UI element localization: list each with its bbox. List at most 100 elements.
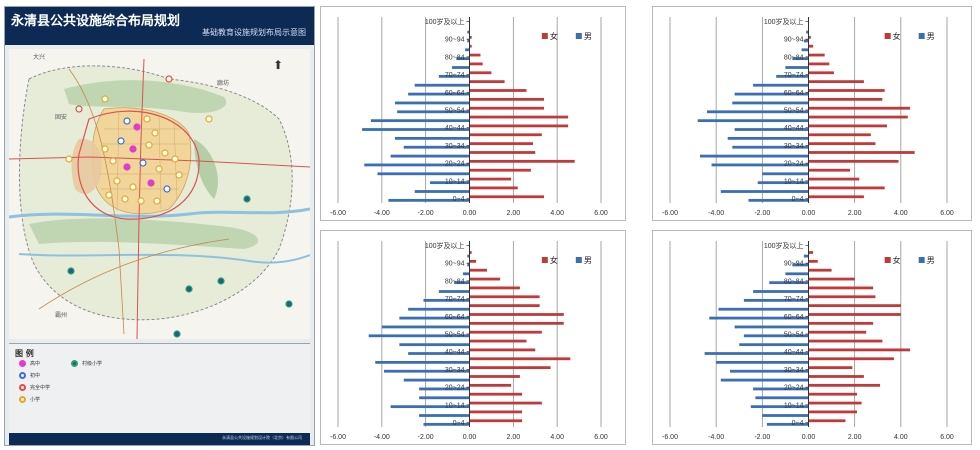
bar-male xyxy=(720,190,809,193)
bar-male xyxy=(766,422,809,426)
bar-male xyxy=(803,254,809,258)
school-marker xyxy=(101,145,109,153)
bar-female xyxy=(808,195,864,199)
bar-male xyxy=(399,316,470,320)
legend-label: 初中 xyxy=(30,373,41,379)
bar-female xyxy=(469,62,483,66)
bar-male xyxy=(419,414,470,417)
bar-male xyxy=(718,307,809,311)
bar-female xyxy=(469,159,575,163)
x-tick-label: -4.00 xyxy=(708,434,724,441)
bar-male xyxy=(362,128,470,131)
bar-male xyxy=(430,181,470,185)
school-marker xyxy=(129,145,137,153)
place-label-daxing: 大兴 xyxy=(33,53,45,61)
legend-female-swatch xyxy=(884,33,891,39)
bar-female xyxy=(808,35,811,39)
x-tick-label: 6.00 xyxy=(940,210,954,217)
school-markers xyxy=(65,75,293,338)
bar-female xyxy=(808,115,908,119)
bar-male xyxy=(377,172,470,176)
y-tick-label: 100岁及以上 xyxy=(425,241,465,250)
bar-male xyxy=(734,128,809,131)
x-tick-label: -4.00 xyxy=(374,210,390,217)
school-marker xyxy=(285,300,293,308)
place-label-langfang: 廊坊 xyxy=(217,79,229,87)
y-tick-label: 70~74 xyxy=(784,72,804,79)
bar-female xyxy=(469,366,551,370)
pyramid-chart-2: 0~4 10~14 20~24 30~34 40~44 50~54 60~64 70~74 80… xyxy=(652,6,972,221)
bar-male xyxy=(403,378,470,382)
y-tick-label: 10~14 xyxy=(784,178,804,185)
y-tick-label: 50~54 xyxy=(784,332,804,339)
school-marker xyxy=(205,115,213,123)
legend-female-label: 女 xyxy=(550,255,558,265)
river-secondary xyxy=(18,253,310,264)
bar-male xyxy=(381,325,470,329)
bar-female xyxy=(808,151,915,154)
bar-male xyxy=(806,30,809,34)
bar-male xyxy=(408,352,470,355)
bar-female xyxy=(469,251,472,254)
school-marker xyxy=(171,155,179,163)
bar-male xyxy=(792,263,809,267)
school-marker xyxy=(143,115,151,123)
y-tick-label: 100岁及以上 xyxy=(764,241,804,250)
bar-female xyxy=(808,53,825,57)
bar-male xyxy=(399,343,470,347)
legend-female-swatch xyxy=(884,257,891,263)
legend-male-swatch xyxy=(575,33,582,39)
bar-female xyxy=(469,53,481,57)
bar-male xyxy=(753,83,809,87)
bar-male xyxy=(394,101,470,105)
y-tick-label: 90~94 xyxy=(445,37,465,44)
bar-female xyxy=(469,177,512,181)
bar-female xyxy=(469,383,512,387)
y-tick-label: 60~64 xyxy=(784,314,804,321)
bar-female xyxy=(469,97,545,101)
bar-male xyxy=(697,119,809,123)
pyramid-chart-3: 0~4 10~14 20~24 30~34 40~44 50~54 60~64 70~74 80… xyxy=(320,230,626,445)
pyramid-chart-4: 0~4 10~14 20~24 30~34 40~44 50~54 60~64 70~74 80… xyxy=(652,230,972,445)
y-tick-label: 20~24 xyxy=(445,385,465,392)
school-marker xyxy=(139,159,147,167)
legend-female-swatch xyxy=(541,33,548,39)
bar-male xyxy=(456,57,470,61)
x-tick-label: -2.00 xyxy=(754,210,770,217)
road-ring xyxy=(77,110,200,220)
y-tick-label: 50~54 xyxy=(445,332,465,339)
bar-male xyxy=(419,387,470,391)
bar-female xyxy=(469,44,472,48)
bar-female xyxy=(808,177,860,181)
planning-map: 大兴 固安 霸州 廊坊 ⬆ xyxy=(9,49,310,339)
school-marker xyxy=(121,195,129,203)
bar-female xyxy=(808,304,901,308)
map-header: 永清县公共设施综合布局规划 基础教育设施规划布局示意图 xyxy=(5,7,314,45)
bar-female xyxy=(808,268,832,272)
y-tick-label: 40~44 xyxy=(784,125,804,132)
bar-male xyxy=(734,92,809,96)
legend-male-label: 男 xyxy=(584,256,592,265)
bar-female xyxy=(808,89,885,92)
legend-male-swatch xyxy=(575,257,582,263)
road-ns xyxy=(136,58,145,339)
bar-male xyxy=(739,343,809,347)
x-tick-label: -2.00 xyxy=(418,434,434,441)
green-belt-east xyxy=(194,139,218,199)
school-marker xyxy=(113,177,121,185)
legend-item: 小学 xyxy=(19,396,40,403)
bar-female xyxy=(808,401,862,405)
bar-male xyxy=(397,110,470,114)
legend-title: 图 例 xyxy=(15,349,34,358)
bar-male xyxy=(414,83,470,87)
bar-female xyxy=(469,286,520,290)
map-drawing: 大兴 固安 霸州 廊坊 ⬆ xyxy=(9,53,310,339)
x-tick-label: -4.00 xyxy=(708,210,724,217)
bar-female xyxy=(469,71,492,75)
bar-male xyxy=(785,272,809,276)
bar-female xyxy=(808,44,814,48)
bar-female xyxy=(469,295,540,299)
pyramid-chart-svg: 0~4 10~14 20~24 30~34 40~44 50~54 60~64 70~74 80… xyxy=(662,17,954,217)
y-tick-label: 30~34 xyxy=(445,143,465,150)
legend-label: 完全中学 xyxy=(30,385,51,391)
